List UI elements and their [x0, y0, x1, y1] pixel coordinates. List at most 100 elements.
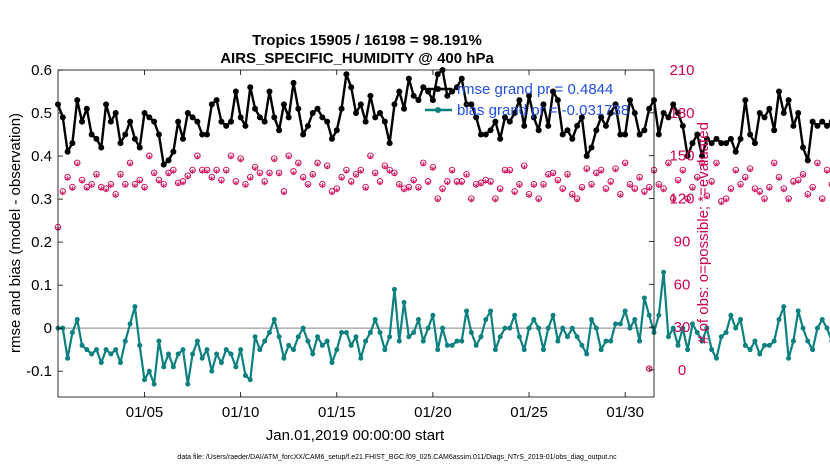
- bias-point: [387, 334, 393, 340]
- rmse-point: [117, 140, 124, 147]
- rmse-point: [88, 131, 95, 138]
- legend-rmse-label: rmse grand pr = 0.4844: [457, 81, 613, 98]
- count-evaluated-marker: *: [579, 184, 585, 197]
- count-possible-marker: [520, 162, 528, 169]
- count-possible-marker: [564, 171, 571, 178]
- bias-point: [560, 325, 566, 331]
- count-evaluated-marker: *: [632, 185, 638, 198]
- count-evaluated-marker: *: [661, 185, 667, 198]
- count-evaluated-marker: *: [166, 170, 172, 183]
- count-evaluated-marker: *: [223, 167, 229, 180]
- count-evaluated-marker: *: [695, 174, 701, 187]
- count-evaluated-marker: *: [74, 160, 80, 173]
- bias-point: [262, 338, 268, 344]
- plot-frame: [57, 69, 655, 398]
- count-possible-marker: [208, 173, 216, 181]
- count-possible-marker: [261, 178, 268, 185]
- rmse-point: [622, 131, 629, 138]
- count-evaluated-marker: *: [512, 188, 518, 201]
- count-possible-marker: [602, 185, 610, 192]
- count-evaluated-marker: *: [517, 181, 523, 194]
- rmse-point: [578, 114, 585, 121]
- rmse-point: [775, 88, 782, 95]
- count-evaluated-marker: *: [65, 174, 71, 187]
- count-possible-marker: [126, 159, 134, 167]
- y-axis-right-label: # of obs: o=possible; *=evaluated: [695, 122, 712, 344]
- bias-point: [353, 334, 359, 340]
- bias-point: [718, 334, 724, 340]
- count-possible-marker: [790, 178, 797, 185]
- bias-point: [781, 304, 787, 310]
- count-evaluated-marker: *: [526, 191, 532, 204]
- chart-title-line1: Tropics 15905 / 16198 = 98.191%: [252, 32, 482, 49]
- rmse-point: [458, 75, 465, 82]
- bias-point: [464, 308, 470, 314]
- bias-point: [699, 338, 705, 344]
- bias-point: [814, 325, 820, 331]
- rmse-point: [742, 97, 749, 104]
- right-tick-label: 120: [669, 191, 694, 208]
- rmse-point: [473, 114, 480, 121]
- count-evaluated-marker: *: [252, 164, 258, 177]
- right-tick-label: 60: [674, 276, 691, 293]
- rmse-point: [492, 118, 499, 125]
- count-possible-marker: [222, 166, 230, 174]
- bias-point: [766, 342, 772, 348]
- count-evaluated-marker: *: [507, 167, 513, 180]
- count-possible-marker: [737, 181, 744, 188]
- count-evaluated-marker: *: [815, 160, 821, 173]
- bias-point: [670, 325, 676, 331]
- rmse-point: [103, 101, 110, 108]
- count-evaluated-marker: *: [267, 170, 273, 183]
- bias-point: [771, 338, 777, 344]
- rmse-point: [165, 157, 172, 164]
- rmse-point: [381, 118, 388, 125]
- count-evaluated-marker: *: [656, 181, 662, 194]
- rmse-point: [626, 97, 633, 104]
- count-evaluated-marker: *: [348, 178, 354, 191]
- right-tick-label: 210: [669, 62, 694, 79]
- bias-point: [579, 342, 585, 348]
- count-evaluated-marker: *: [435, 195, 441, 208]
- bias-point: [170, 364, 176, 370]
- rmse-point: [170, 148, 177, 155]
- rmse-point: [550, 88, 557, 95]
- count-possible-marker: [323, 162, 331, 169]
- count-evaluated-marker: *: [238, 155, 244, 168]
- count-evaluated-marker: *: [613, 165, 619, 178]
- count-evaluated-marker: *: [233, 178, 239, 191]
- count-evaluated-marker: *: [368, 153, 374, 166]
- rmse-point: [314, 105, 321, 112]
- rmse-point: [93, 135, 100, 142]
- count-evaluated-marker: *: [421, 160, 427, 173]
- rmse-point: [242, 122, 249, 129]
- count-possible-marker: [766, 183, 773, 191]
- count-evaluated-marker: *: [646, 364, 652, 377]
- count-evaluated-marker: *: [598, 167, 604, 180]
- count-evaluated-marker: *: [795, 177, 801, 190]
- count-evaluated-marker: *: [195, 153, 201, 166]
- count-possible-marker: [266, 169, 273, 177]
- count-possible-marker: [170, 166, 177, 174]
- count-possible-marker: [732, 166, 739, 174]
- bias-point: [473, 342, 479, 348]
- count-possible-marker: [232, 178, 240, 185]
- rmse-point: [237, 114, 244, 121]
- x-tick-label: 01/20: [414, 404, 452, 421]
- rmse-point: [74, 97, 81, 104]
- bias-point: [824, 325, 830, 331]
- count-possible-marker: [78, 176, 86, 184]
- count-evaluated-marker: *: [339, 174, 345, 187]
- bias-point: [117, 360, 123, 366]
- bias-point: [180, 347, 186, 353]
- count-possible-marker: [251, 163, 259, 171]
- bias-point: [444, 342, 450, 348]
- rmse-point: [569, 135, 576, 142]
- count-possible-marker: [621, 159, 629, 167]
- count-evaluated-marker: *: [199, 167, 205, 180]
- count-evaluated-marker: *: [762, 195, 768, 208]
- count-evaluated-marker: *: [550, 170, 556, 183]
- bias-point: [613, 321, 619, 327]
- rmse-point: [804, 157, 811, 164]
- bias-point: [194, 338, 200, 344]
